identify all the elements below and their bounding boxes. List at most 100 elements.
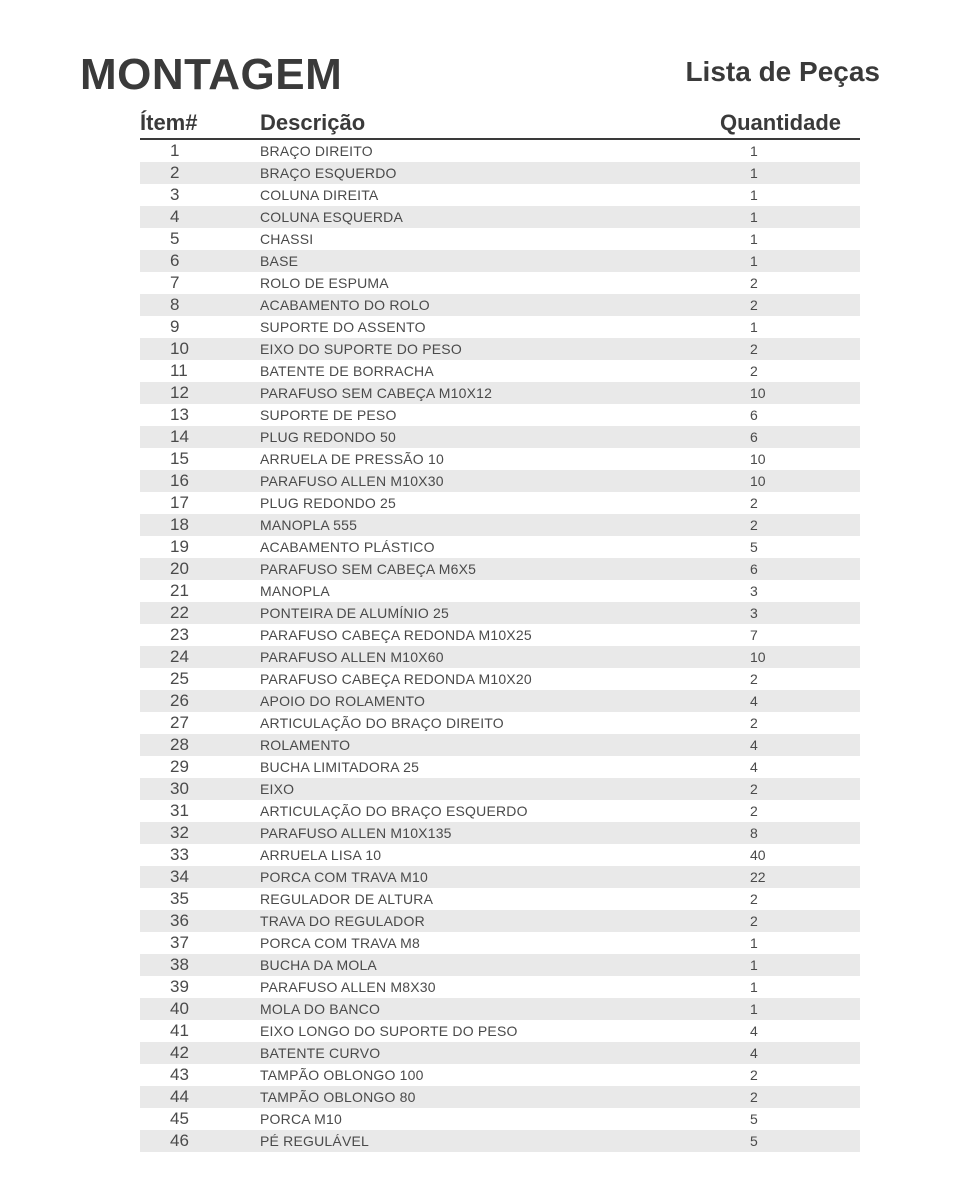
cell-item: 35: [140, 889, 260, 909]
cell-item: 21: [140, 581, 260, 601]
cell-item: 22: [140, 603, 260, 623]
cell-desc: PARAFUSO ALLEN M10X30: [260, 473, 720, 489]
cell-item: 26: [140, 691, 260, 711]
table-row: 8ACABAMENTO DO ROLO2: [140, 294, 860, 316]
cell-desc: PARAFUSO CABEÇA REDONDA M10X25: [260, 627, 720, 643]
table-row: 26APOIO DO ROLAMENTO4: [140, 690, 860, 712]
cell-desc: EIXO LONGO DO SUPORTE DO PESO: [260, 1023, 720, 1039]
cell-qty: 4: [720, 693, 860, 709]
cell-item: 18: [140, 515, 260, 535]
cell-item: 37: [140, 933, 260, 953]
cell-item: 20: [140, 559, 260, 579]
cell-qty: 4: [720, 759, 860, 775]
cell-desc: ARTICULAÇÃO DO BRAÇO DIREITO: [260, 715, 720, 731]
table-row: 12PARAFUSO SEM CABEÇA M10X1210: [140, 382, 860, 404]
table-row: 20PARAFUSO SEM CABEÇA M6X56: [140, 558, 860, 580]
cell-qty: 6: [720, 561, 860, 577]
table-row: 41EIXO LONGO DO SUPORTE DO PESO4: [140, 1020, 860, 1042]
table-row: 16PARAFUSO ALLEN M10X3010: [140, 470, 860, 492]
cell-desc: ARRUELA LISA 10: [260, 847, 720, 863]
cell-item: 46: [140, 1131, 260, 1151]
cell-qty: 2: [720, 715, 860, 731]
table-row: 4COLUNA ESQUERDA1: [140, 206, 860, 228]
cell-qty: 10: [720, 451, 860, 467]
cell-qty: 10: [720, 649, 860, 665]
table-row: 39PARAFUSO ALLEN M8X301: [140, 976, 860, 998]
cell-desc: PARAFUSO SEM CABEÇA M6X5: [260, 561, 720, 577]
cell-desc: ROLO DE ESPUMA: [260, 275, 720, 291]
cell-qty: 2: [720, 1067, 860, 1083]
table-row: 40MOLA DO BANCO1: [140, 998, 860, 1020]
cell-desc: PARAFUSO ALLEN M8X30: [260, 979, 720, 995]
cell-desc: BASE: [260, 253, 720, 269]
cell-item: 40: [140, 999, 260, 1019]
cell-desc: PONTEIRA DE ALUMÍNIO 25: [260, 605, 720, 621]
cell-item: 34: [140, 867, 260, 887]
table-row: 21MANOPLA3: [140, 580, 860, 602]
cell-desc: CHASSI: [260, 231, 720, 247]
table-row: 15ARRUELA DE PRESSÃO 1010: [140, 448, 860, 470]
parts-table: Ítem# Descrição Quantidade 1BRAÇO DIREIT…: [140, 110, 860, 1152]
cell-desc: MANOPLA: [260, 583, 720, 599]
cell-qty: 1: [720, 231, 860, 247]
table-row: 3COLUNA DIREITA1: [140, 184, 860, 206]
table-row: 46PÉ REGULÁVEL5: [140, 1130, 860, 1152]
cell-desc: PLUG REDONDO 50: [260, 429, 720, 445]
cell-item: 29: [140, 757, 260, 777]
col-header-desc: Descrição: [260, 110, 720, 136]
cell-desc: ACABAMENTO PLÁSTICO: [260, 539, 720, 555]
table-row: 24PARAFUSO ALLEN M10X6010: [140, 646, 860, 668]
cell-qty: 2: [720, 363, 860, 379]
table-row: 28ROLAMENTO4: [140, 734, 860, 756]
table-row: 35REGULADOR DE ALTURA2: [140, 888, 860, 910]
cell-desc: PÉ REGULÁVEL: [260, 1133, 720, 1149]
table-row: 36TRAVA DO REGULADOR2: [140, 910, 860, 932]
col-header-qty: Quantidade: [720, 110, 860, 136]
cell-desc: BATENTE CURVO: [260, 1045, 720, 1061]
table-row: 32PARAFUSO ALLEN M10X1358: [140, 822, 860, 844]
cell-desc: PORCA COM TRAVA M8: [260, 935, 720, 951]
cell-qty: 6: [720, 429, 860, 445]
cell-item: 4: [140, 207, 260, 227]
cell-desc: APOIO DO ROLAMENTO: [260, 693, 720, 709]
table-row: 37PORCA COM TRAVA M81: [140, 932, 860, 954]
cell-item: 38: [140, 955, 260, 975]
cell-qty: 2: [720, 341, 860, 357]
cell-desc: BRAÇO DIREITO: [260, 143, 720, 159]
table-row: 44TAMPÃO OBLONGO 802: [140, 1086, 860, 1108]
table-row: 13SUPORTE DE PESO6: [140, 404, 860, 426]
cell-qty: 2: [720, 495, 860, 511]
cell-item: 15: [140, 449, 260, 469]
cell-desc: PARAFUSO ALLEN M10X135: [260, 825, 720, 841]
table-row: 33ARRUELA LISA 1040: [140, 844, 860, 866]
cell-item: 10: [140, 339, 260, 359]
cell-item: 31: [140, 801, 260, 821]
table-row: 5CHASSI1: [140, 228, 860, 250]
cell-qty: 1: [720, 209, 860, 225]
table-row: 31ARTICULAÇÃO DO BRAÇO ESQUERDO2: [140, 800, 860, 822]
cell-qty: 10: [720, 385, 860, 401]
table-row: 9SUPORTE DO ASSENTO1: [140, 316, 860, 338]
cell-qty: 1: [720, 935, 860, 951]
cell-desc: ACABAMENTO DO ROLO: [260, 297, 720, 313]
cell-qty: 1: [720, 165, 860, 181]
cell-item: 39: [140, 977, 260, 997]
table-row: 22PONTEIRA DE ALUMÍNIO 253: [140, 602, 860, 624]
cell-item: 19: [140, 537, 260, 557]
table-row: 11BATENTE DE BORRACHA2: [140, 360, 860, 382]
cell-item: 44: [140, 1087, 260, 1107]
cell-desc: TAMPÃO OBLONGO 80: [260, 1089, 720, 1105]
table-row: 7ROLO DE ESPUMA2: [140, 272, 860, 294]
table-row: 25PARAFUSO CABEÇA REDONDA M10X202: [140, 668, 860, 690]
table-row: 27ARTICULAÇÃO DO BRAÇO DIREITO2: [140, 712, 860, 734]
cell-qty: 2: [720, 781, 860, 797]
cell-item: 41: [140, 1021, 260, 1041]
table-row: 17PLUG REDONDO 252: [140, 492, 860, 514]
cell-desc: SUPORTE DE PESO: [260, 407, 720, 423]
cell-qty: 1: [720, 1001, 860, 1017]
cell-qty: 4: [720, 1023, 860, 1039]
cell-qty: 3: [720, 605, 860, 621]
table-row: 30EIXO2: [140, 778, 860, 800]
cell-qty: 2: [720, 275, 860, 291]
table-row: 2BRAÇO ESQUERDO1: [140, 162, 860, 184]
